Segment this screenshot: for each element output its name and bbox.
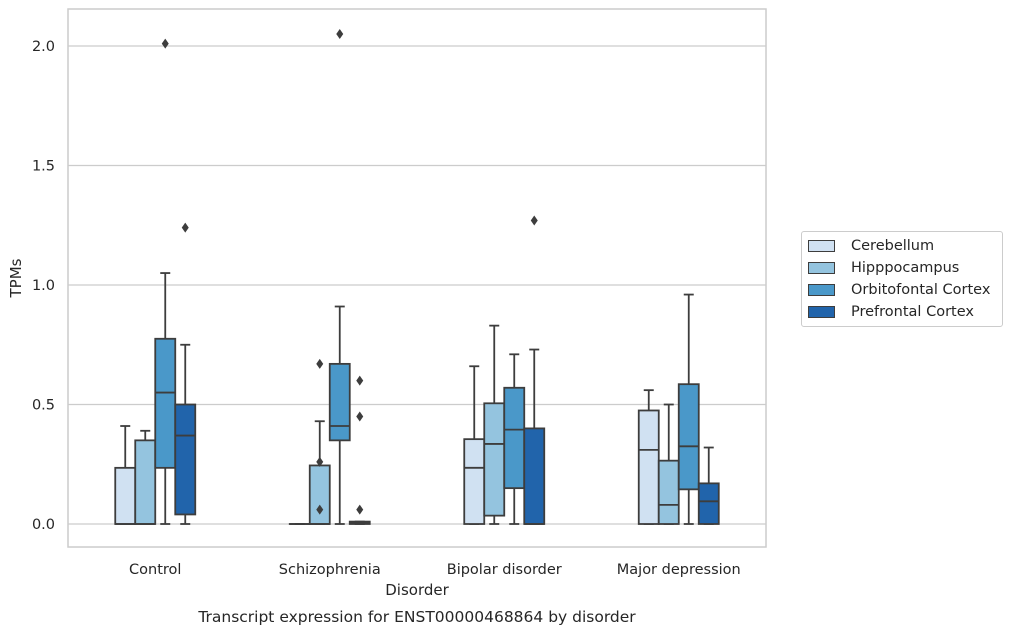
- legend-item-orbitofrontal: Orbitofontal Cortex: [808, 280, 990, 300]
- box-1-1: [308, 358, 331, 525]
- outlier-point: [356, 375, 364, 386]
- y-tick-label: 0.5: [32, 398, 55, 414]
- box-body: [463, 438, 486, 525]
- y-tick-label: 1.0: [32, 278, 55, 294]
- box-body: [134, 439, 157, 525]
- box-body: [114, 466, 137, 525]
- box-body: [503, 386, 526, 490]
- chart-title: Transcript expression for ENST0000046886…: [197, 608, 636, 626]
- box-3-2: [523, 215, 546, 525]
- y-axis-ticks: 0.0 0.5 1.0 1.5 2.0: [32, 39, 55, 533]
- y-tick-label: 2.0: [32, 39, 55, 55]
- box-body: [637, 409, 660, 525]
- box-body: [174, 403, 197, 516]
- outlier-point: [316, 358, 324, 369]
- box-body: [328, 362, 351, 442]
- legend-label-orbitofrontal: Orbitofontal Cortex: [851, 282, 991, 298]
- box-2-0: [154, 38, 177, 525]
- x-tick-label: Control: [129, 562, 181, 578]
- outlier-point: [161, 38, 169, 49]
- box-plot-marks: [114, 29, 720, 525]
- outlier-point: [316, 456, 324, 467]
- legend-label-hippocampus: Hipppocampus: [851, 260, 960, 276]
- outlier-point: [181, 222, 189, 233]
- box-2-2: [503, 353, 526, 525]
- legend-item-hippocampus: Hipppocampus: [808, 258, 959, 278]
- legend-item-cerebellum: Cerebellum: [808, 236, 934, 256]
- legend-swatch-prefrontal: [808, 306, 835, 318]
- box-body: [677, 383, 700, 491]
- outlier-point: [356, 411, 364, 422]
- box-body: [154, 337, 177, 469]
- x-tick-label: Bipolar disorder: [447, 562, 562, 578]
- legend: Cerebellum Hipppocampus Orbitofontal Cor…: [801, 231, 1003, 327]
- outlier-point: [356, 504, 364, 515]
- x-axis-ticks: Control Schizophrenia Bipolar disorder Majo…: [129, 562, 741, 578]
- box-body: [523, 427, 546, 525]
- box-3-1: [348, 375, 371, 525]
- outlier-point: [336, 29, 344, 40]
- box-3-3: [697, 446, 720, 525]
- x-axis-label: Disorder: [385, 581, 449, 599]
- box-body: [657, 459, 680, 525]
- box-3-0: [174, 222, 197, 525]
- legend-item-prefrontal: Prefrontal Cortex: [808, 302, 974, 322]
- legend-swatch-hippocampus: [808, 262, 835, 274]
- y-tick-label: 0.0: [32, 517, 55, 533]
- x-tick-label: Major depression: [617, 562, 741, 578]
- y-axis-label: TPMs: [7, 258, 25, 298]
- box-2-3: [677, 293, 700, 525]
- outlier-point: [530, 215, 538, 226]
- x-tick-label: Schizophrenia: [279, 562, 381, 578]
- box-2-1: [328, 29, 351, 525]
- box-body: [308, 464, 331, 525]
- box-0-3: [637, 389, 660, 525]
- legend-label-cerebellum: Cerebellum: [851, 238, 935, 254]
- plot-frame: [67, 8, 767, 548]
- box-body: [697, 482, 720, 525]
- legend-swatch-cerebellum: [808, 240, 835, 252]
- box-0-2: [463, 365, 486, 525]
- legend-swatch-orbitofrontal: [808, 284, 835, 296]
- box-1-0: [134, 429, 157, 525]
- box-1-3: [657, 403, 680, 525]
- box-body: [483, 402, 506, 517]
- outlier-point: [316, 504, 324, 515]
- box-1-2: [483, 324, 506, 525]
- legend-label-prefrontal: Prefrontal Cortex: [851, 304, 974, 320]
- box-0-0: [114, 425, 137, 525]
- y-tick-label: 1.5: [32, 159, 55, 175]
